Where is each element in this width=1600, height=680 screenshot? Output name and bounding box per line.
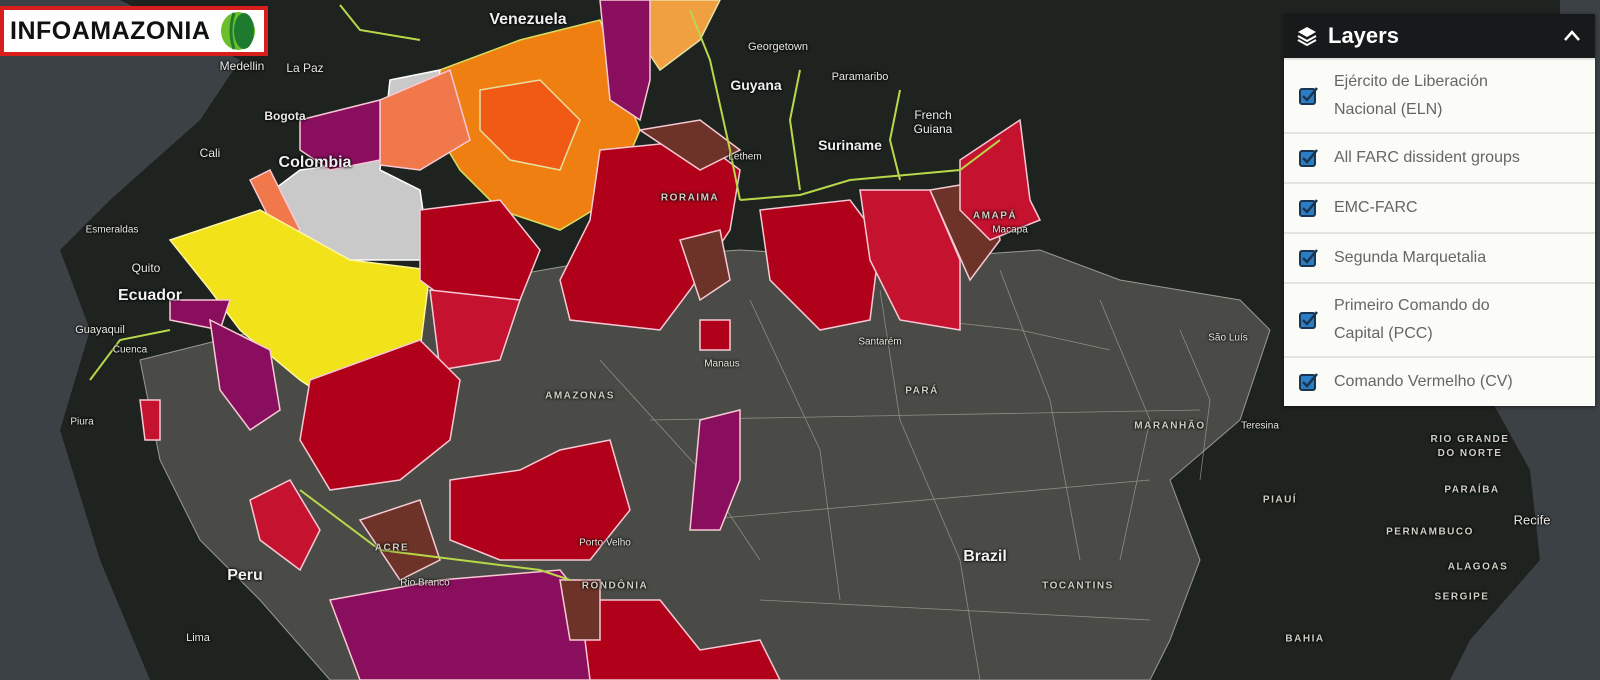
layers-panel: Layers Ejército de Liberación Nacional (…	[1284, 14, 1595, 406]
label-porto-velho: Porto Velho	[579, 537, 631, 549]
label-acre: ACRE	[374, 542, 410, 554]
region-red-amapa	[959, 118, 1042, 241]
layer-item-cv[interactable]: Comando Vermelho (CV)	[1284, 356, 1595, 406]
layers-icon	[1297, 27, 1317, 47]
label-piaui: PIAUÍ	[1262, 494, 1298, 506]
label-ecuador: Ecuador	[117, 287, 183, 304]
label-peru: Peru	[227, 567, 263, 584]
layer-item-segunda-marquetalia[interactable]: Segunda Marquetalia	[1284, 232, 1595, 282]
checkbox-checked-icon[interactable]	[1298, 372, 1318, 392]
label-roraima: RORAIMA	[660, 192, 720, 204]
region-brown-acre	[358, 499, 441, 581]
label-alagoas: ALAGOAS	[1447, 561, 1509, 573]
region-red-south	[579, 599, 781, 680]
logo-seed-icon	[221, 12, 256, 50]
layers-panel-header[interactable]: Layers	[1284, 14, 1595, 58]
label-paraiba: PARAÍBA	[1444, 484, 1500, 496]
label-bahia: BAHIA	[1285, 633, 1325, 645]
region-purple-colombia	[299, 99, 381, 171]
label-manaus: Manaus	[704, 358, 740, 370]
label-colombia: Colombia	[278, 154, 352, 171]
armed-group-territories	[139, 0, 1042, 680]
label-cali: Cali	[199, 146, 221, 160]
label-quito: Quito	[131, 261, 161, 275]
label-recife: Recife	[1513, 512, 1551, 528]
label-teresina: Teresina	[1241, 420, 1279, 432]
label-sao-luis: São Luís	[1208, 332, 1248, 344]
chevron-up-icon[interactable]	[1561, 25, 1583, 47]
region-brown-2	[679, 229, 731, 302]
region-red-para-1	[759, 199, 881, 331]
checkbox-checked-icon[interactable]	[1298, 198, 1318, 218]
layer-item-pcc[interactable]: Primeiro Comando do Capital (PCC)	[1284, 282, 1595, 356]
label-cuenca: Cuenca	[112, 344, 148, 356]
logo-text: INFOAMAZONIA	[10, 16, 211, 45]
layer-item-emc-farc[interactable]: EMC-FARC	[1284, 182, 1595, 232]
label-maranhao: MARANHÃO	[1134, 420, 1206, 432]
label-venezuela: Venezuela	[489, 11, 567, 28]
region-purple-center	[689, 409, 741, 531]
region-crimson-1	[429, 289, 522, 371]
layer-label: Segunda Marquetalia	[1334, 249, 1487, 266]
label-suriname: Suriname	[818, 137, 882, 153]
layer-label: EMC-FARC	[1334, 199, 1418, 216]
layer-label: Comando Vermelho (CV)	[1334, 373, 1513, 390]
label-guyana: Guyana	[730, 77, 782, 93]
region-red-west	[299, 339, 461, 491]
infoamazonia-logo[interactable]: INFOAMAZONIA	[0, 6, 268, 56]
label-rondonia: RONDÔNIA	[581, 580, 649, 592]
layer-label: Primeiro Comando do Capital (PCC)	[1334, 297, 1490, 342]
region-brown-1	[638, 119, 742, 171]
label-macapa: Macapá	[992, 224, 1028, 236]
label-la-paz: La Paz	[286, 61, 324, 75]
region-red-peru	[139, 399, 161, 441]
label-esmeraldas: Esmeraldas	[85, 224, 139, 236]
label-sergipe: SERGIPE	[1434, 591, 1490, 603]
region-purple-north	[599, 0, 651, 122]
label-bogota: Bogota	[264, 109, 306, 123]
layer-item-all-farc-dissidents[interactable]: All FARC dissident groups	[1284, 132, 1595, 182]
region-purple-peru	[209, 318, 281, 432]
label-georgetown: Georgetown	[748, 41, 808, 53]
label-brazil: Brazil	[963, 548, 1007, 565]
label-guayaquil: Guayaquil	[75, 324, 125, 336]
label-lethem: Lethem	[728, 151, 762, 163]
layer-item-eln[interactable]: Ejército de Liberación Nacional (ELN)	[1284, 58, 1595, 132]
layer-label: Ejército de Liberación Nacional (ELN)	[1334, 73, 1488, 118]
label-lima: Lima	[186, 632, 210, 644]
region-brown-south	[559, 579, 601, 641]
layers-title: Layers	[1328, 23, 1399, 48]
checkbox-checked-icon[interactable]	[1298, 248, 1318, 268]
label-amapa: AMAPÁ	[972, 210, 1018, 222]
label-piura: Piura	[70, 416, 94, 428]
layer-label: All FARC dissident groups	[1334, 149, 1520, 166]
label-tocantins: TOCANTINS	[1042, 580, 1114, 592]
checkbox-checked-icon[interactable]	[1298, 310, 1318, 330]
label-medellin: Medellin	[219, 59, 265, 73]
region-dark-orange	[479, 79, 581, 171]
region-crimson-acre	[249, 479, 321, 572]
label-pernambuco: PERNAMBUCO	[1386, 526, 1474, 538]
label-rio-grande-do-norte: RIO GRANDE DO NORTE	[1430, 434, 1510, 459]
label-rio-branco: Rio Branco	[400, 577, 450, 589]
label-santarem: Santarém	[858, 336, 902, 348]
region-red-acre	[449, 439, 631, 561]
international-borders	[89, 4, 1001, 581]
label-french-guiana: French Guiana	[913, 108, 953, 136]
region-red-manaus	[699, 319, 731, 351]
checkbox-checked-icon[interactable]	[1298, 148, 1318, 168]
label-paramaribo: Paramaribo	[831, 71, 889, 83]
label-amazonas: AMAZONAS	[545, 390, 615, 402]
label-para: PARÁ	[905, 385, 939, 397]
checkbox-checked-icon[interactable]	[1298, 86, 1318, 106]
